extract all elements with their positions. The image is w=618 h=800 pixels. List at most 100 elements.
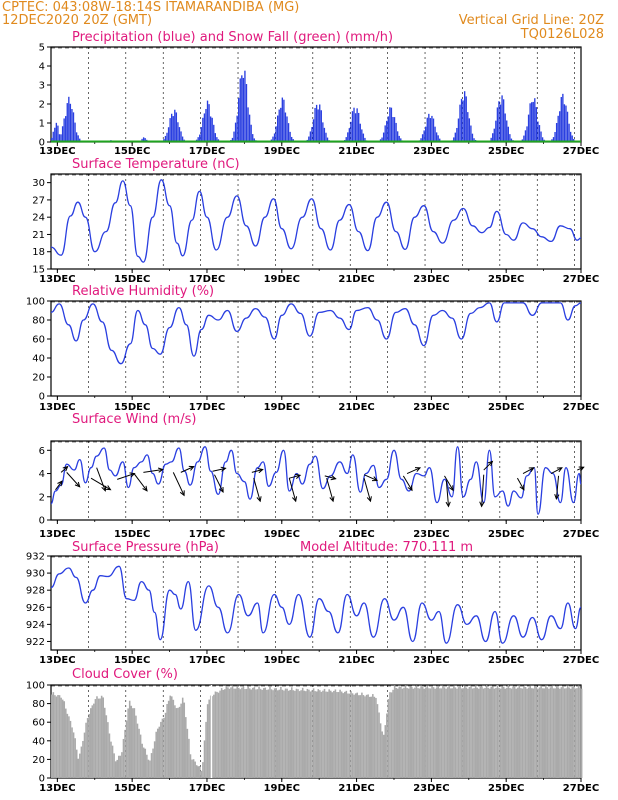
pressure-xtick-label: 19DEC xyxy=(264,655,300,666)
precip-ytick-label: 5 xyxy=(39,43,45,54)
cloud-bar xyxy=(415,685,418,778)
pressure-ytick-label: 924 xyxy=(26,620,45,631)
wind-arrow xyxy=(288,478,297,502)
cloud-bar xyxy=(375,697,377,778)
cloud-bar xyxy=(178,706,181,778)
cloud-bar xyxy=(128,700,131,778)
temperature-xtick-label: 15DEC xyxy=(114,274,150,285)
cloud-bar xyxy=(141,743,143,778)
precip-bar xyxy=(242,77,245,142)
wind-arrow-head xyxy=(142,485,148,492)
precip-bar xyxy=(473,138,475,142)
cloud-bar xyxy=(386,713,388,778)
precip-bar xyxy=(569,131,572,142)
precip-bar xyxy=(420,138,422,142)
cloud-bar xyxy=(245,688,248,778)
precip-bar xyxy=(345,137,347,142)
cloud-bar xyxy=(334,689,337,778)
cloud-bar xyxy=(317,689,320,778)
temperature-ytick-label: 21 xyxy=(32,230,45,241)
cloud-bar xyxy=(576,688,578,778)
humidity-xtick-label: 27DEC xyxy=(563,402,599,413)
header-left-line2: 12DEC2020 20Z (GMT) xyxy=(2,13,153,28)
wind-xtick-label: 13DEC xyxy=(39,529,75,540)
precip-bar xyxy=(541,137,544,142)
precip-bar xyxy=(356,108,358,142)
cloud-bar xyxy=(108,733,111,778)
cloud-bar xyxy=(155,731,157,778)
cloud-bar xyxy=(222,689,224,778)
cloud-bar xyxy=(267,689,270,778)
cloud-bar xyxy=(69,720,72,778)
cloud-bar xyxy=(504,688,507,778)
humidity-ytick-label: 20 xyxy=(32,373,45,384)
precip-bar xyxy=(241,75,243,142)
precip-bar xyxy=(460,98,463,142)
cloud-bar xyxy=(392,689,394,778)
cloud-ytick-label: 20 xyxy=(32,755,45,766)
cloud-bar xyxy=(554,688,556,778)
precip-bar xyxy=(524,130,527,142)
cloud-bar xyxy=(521,688,524,778)
precip-bar xyxy=(317,109,319,142)
cloud-bar xyxy=(535,687,538,778)
cloud-bar xyxy=(305,691,307,778)
cloud-bar xyxy=(256,689,259,778)
cloud-xtick-label: 15DEC xyxy=(114,783,150,794)
wind-arrow-head xyxy=(105,485,112,491)
cloud-bar xyxy=(219,690,221,778)
cloud-bar xyxy=(197,766,200,778)
cloud-bar xyxy=(88,713,90,778)
precip-bar xyxy=(233,131,235,142)
precip-bar xyxy=(384,125,386,142)
precip-bar xyxy=(169,118,171,142)
humidity-ytick-label: 80 xyxy=(32,316,45,327)
pressure-xtick-label: 27DEC xyxy=(563,655,599,666)
cloud-bar xyxy=(435,687,438,778)
precip-bar xyxy=(167,127,170,142)
precip-bar xyxy=(562,93,564,142)
precip-bar xyxy=(557,115,559,142)
cloud-bar xyxy=(52,692,55,778)
cloud-bar xyxy=(280,686,282,778)
temperature-title: Surface Temperature (nC) xyxy=(72,157,240,172)
precip-bar xyxy=(175,112,178,142)
cloud-bar xyxy=(431,686,433,778)
cloud-bar xyxy=(160,721,162,778)
precip-bar xyxy=(400,138,402,142)
cloud-bar xyxy=(93,703,95,778)
cloud-bar xyxy=(440,688,443,778)
pressure-ytick-label: 922 xyxy=(26,637,45,648)
precip-ytick-label: 4 xyxy=(39,62,45,73)
precip-bar xyxy=(434,126,436,142)
cloud-bar xyxy=(396,688,399,778)
cloud-bar xyxy=(205,721,207,778)
wind-arrow xyxy=(555,475,560,499)
cloud-bar xyxy=(74,738,76,778)
cloud-bar xyxy=(537,688,539,778)
wind-arrow xyxy=(96,467,106,491)
precip-bar xyxy=(272,136,274,142)
precip-bar xyxy=(58,134,61,142)
cloud-bar xyxy=(351,693,354,778)
cloud-bar xyxy=(171,696,173,778)
cloud-bar xyxy=(568,687,570,778)
cloud-bar xyxy=(501,686,503,778)
cloud-bar xyxy=(492,686,494,778)
cloud-bar xyxy=(91,705,94,778)
cloud-bar xyxy=(261,689,263,778)
cloud-bar xyxy=(390,692,393,778)
cloud-bar xyxy=(238,687,240,778)
precip-bar xyxy=(171,113,173,142)
wind-arrow xyxy=(133,473,148,492)
precip-bar xyxy=(325,132,327,142)
cloud-bar xyxy=(163,717,165,778)
precip-bar xyxy=(250,124,252,142)
precip-bar xyxy=(425,126,427,142)
cloud-bar xyxy=(571,687,574,778)
cloud-bar xyxy=(262,688,265,778)
cloud-bar xyxy=(275,688,277,778)
cloud-bar xyxy=(453,685,455,778)
cloud-bar xyxy=(264,687,267,778)
precip-bar xyxy=(172,116,174,142)
